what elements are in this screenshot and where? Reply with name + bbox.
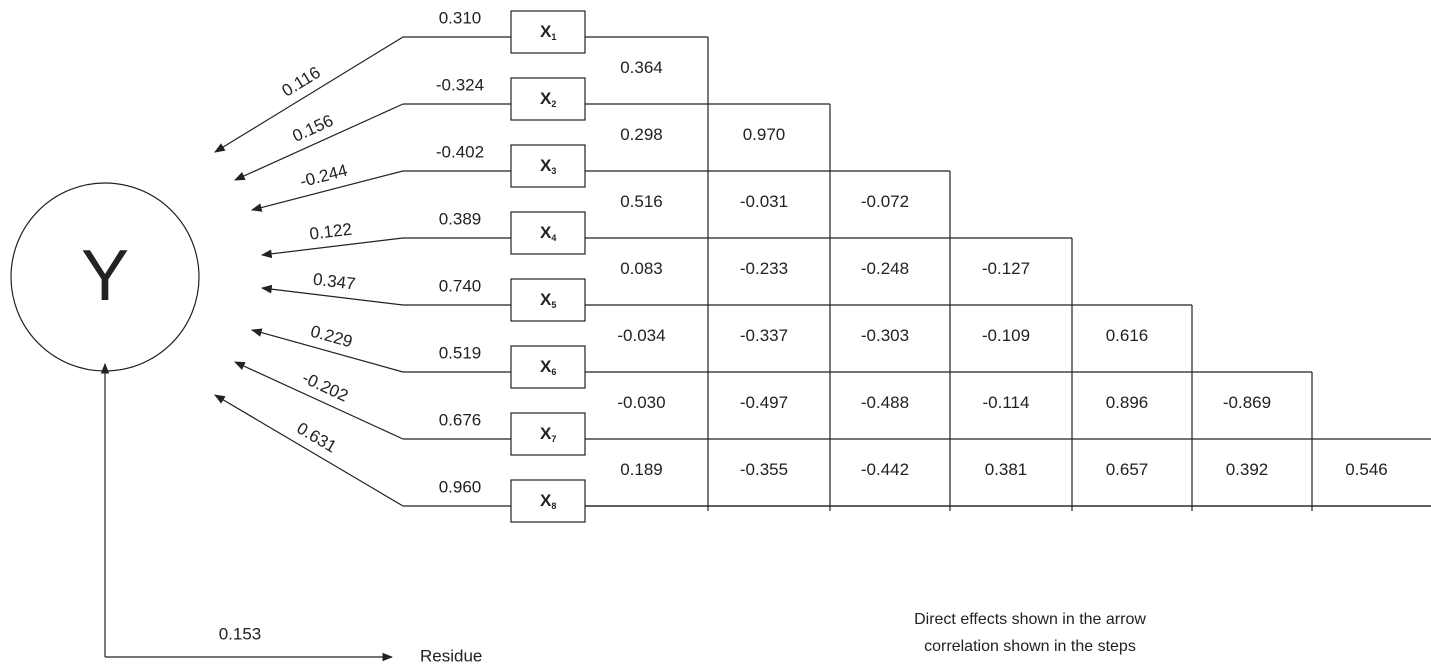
- predictor-symbol: X: [540, 223, 552, 242]
- correlation-cell: -0.497: [740, 393, 788, 412]
- predictor-box: [510, 144, 586, 188]
- correlation-cell: -0.072: [861, 192, 909, 211]
- correlation-label: -0.402: [436, 142, 484, 161]
- predictor-box: [510, 77, 586, 121]
- correlation-cell: 0.970: [743, 125, 786, 144]
- correlation-cell: 0.546: [1345, 460, 1388, 479]
- predictor-index: 7: [551, 434, 556, 444]
- predictor-index: 1: [551, 32, 556, 42]
- predictor-box: [510, 278, 586, 322]
- correlation-label: 0.519: [439, 343, 482, 362]
- correlation-cell: -0.127: [982, 259, 1030, 278]
- effect-arrow: [260, 284, 404, 306]
- predictor-index: 6: [551, 367, 556, 377]
- residual-value: 0.153: [219, 624, 262, 643]
- correlation-cell: -0.303: [861, 326, 909, 345]
- predictor-label: X4: [540, 223, 556, 243]
- correlation-cell: 0.364: [620, 58, 663, 77]
- predictor-index: 4: [551, 233, 556, 243]
- correlation-cell: -0.031: [740, 192, 788, 211]
- predictor-index: 2: [551, 99, 556, 109]
- correlation-label: 0.310: [439, 8, 482, 27]
- predictor-label: X7: [540, 424, 556, 444]
- residual-label: Residue: [420, 646, 482, 665]
- effect-arrow: [234, 361, 404, 440]
- correlation-cell: 0.189: [620, 460, 663, 479]
- outcome-label: Y: [81, 236, 129, 316]
- predictor-symbol: X: [540, 491, 552, 510]
- predictor-symbol: X: [540, 156, 552, 175]
- correlation-cell: -0.355: [740, 460, 788, 479]
- predictor-label: X8: [540, 491, 556, 511]
- predictor-symbol: X: [540, 22, 552, 41]
- caption: correlation shown in the steps: [924, 638, 1136, 655]
- predictor-box: [510, 479, 586, 523]
- effect-arrow: [214, 36, 404, 153]
- predictor-symbol: X: [540, 424, 552, 443]
- correlation-cell: -0.114: [983, 393, 1030, 412]
- correlation-label: 0.960: [439, 477, 482, 496]
- correlation-cell: 0.896: [1106, 393, 1149, 412]
- correlation-cell: 0.392: [1226, 460, 1269, 479]
- correlation-cell: -0.248: [861, 259, 909, 278]
- correlation-cell: 0.516: [620, 192, 663, 211]
- predictor-box: [510, 211, 586, 255]
- correlation-cell: 0.616: [1106, 326, 1149, 345]
- direct-effect-label: 0.631: [293, 419, 339, 457]
- direct-effect-label: 0.229: [308, 322, 354, 352]
- direct-effect-label: 0.347: [312, 270, 357, 294]
- predictor-index: 8: [551, 501, 556, 511]
- correlation-label: 0.740: [439, 276, 482, 295]
- predictor-symbol: X: [540, 357, 552, 376]
- predictor-label: X1: [540, 22, 556, 42]
- predictor-symbol: X: [540, 89, 552, 108]
- effect-arrow: [234, 103, 404, 181]
- correlation-cell: -0.488: [861, 393, 909, 412]
- correlation-cell: -0.034: [617, 326, 665, 345]
- effect-arrow: [250, 170, 404, 212]
- correlation-cell: -0.030: [617, 393, 665, 412]
- predictor-label: X3: [540, 156, 556, 176]
- effect-arrow: [250, 328, 404, 373]
- correlation-cell: 0.083: [620, 259, 663, 278]
- predictor-box: [510, 412, 586, 456]
- predictor-index: 3: [551, 166, 556, 176]
- correlation-cell: -0.442: [861, 460, 909, 479]
- effect-arrow: [260, 237, 404, 259]
- correlation-label: -0.324: [436, 75, 484, 94]
- correlation-label: 0.389: [439, 209, 482, 228]
- predictor-symbol: X: [540, 290, 552, 309]
- correlation-cell: -0.337: [740, 326, 788, 345]
- direct-effect-label: -0.202: [299, 368, 351, 405]
- caption: Direct effects shown in the arrow: [914, 611, 1146, 628]
- correlation-cell: -0.233: [740, 259, 788, 278]
- correlation-cell: -0.109: [982, 326, 1030, 345]
- predictor-label: X2: [540, 89, 556, 109]
- direct-effect-label: 0.122: [308, 220, 353, 244]
- correlation-label: 0.676: [439, 410, 482, 429]
- predictor-label: X5: [540, 290, 556, 310]
- correlation-cell: 0.298: [620, 125, 663, 144]
- predictor-index: 5: [551, 300, 556, 310]
- predictor-box: [510, 345, 586, 389]
- predictor-label: X6: [540, 357, 556, 377]
- predictor-box: [510, 10, 586, 54]
- correlation-cell: 0.381: [985, 460, 1028, 479]
- correlation-cell: -0.869: [1223, 393, 1271, 412]
- direct-effect-label: 0.156: [290, 111, 337, 146]
- correlation-cell: 0.657: [1106, 460, 1149, 479]
- direct-effect-label: 0.116: [279, 63, 324, 101]
- effect-arrow: [214, 394, 404, 507]
